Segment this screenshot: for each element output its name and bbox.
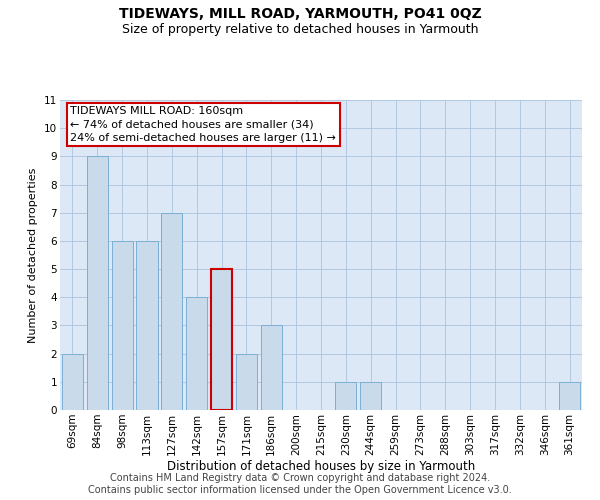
Bar [236,354,257,410]
Bar [559,382,580,410]
X-axis label: Distribution of detached houses by size in Yarmouth: Distribution of detached houses by size … [167,460,475,473]
Bar [112,241,133,410]
Text: TIDEWAYS, MILL ROAD, YARMOUTH, PO41 0QZ: TIDEWAYS, MILL ROAD, YARMOUTH, PO41 0QZ [119,8,481,22]
Bar [211,269,232,410]
Bar [136,241,158,410]
Bar [261,326,282,410]
Bar [186,298,207,410]
Text: TIDEWAYS MILL ROAD: 160sqm
← 74% of detached houses are smaller (34)
24% of semi: TIDEWAYS MILL ROAD: 160sqm ← 74% of deta… [70,106,337,142]
Bar [62,354,83,410]
Text: Size of property relative to detached houses in Yarmouth: Size of property relative to detached ho… [122,22,478,36]
Bar [335,382,356,410]
Bar [87,156,108,410]
Y-axis label: Number of detached properties: Number of detached properties [28,168,38,342]
Bar [161,212,182,410]
Text: Contains HM Land Registry data © Crown copyright and database right 2024.
Contai: Contains HM Land Registry data © Crown c… [88,474,512,495]
Bar [360,382,381,410]
